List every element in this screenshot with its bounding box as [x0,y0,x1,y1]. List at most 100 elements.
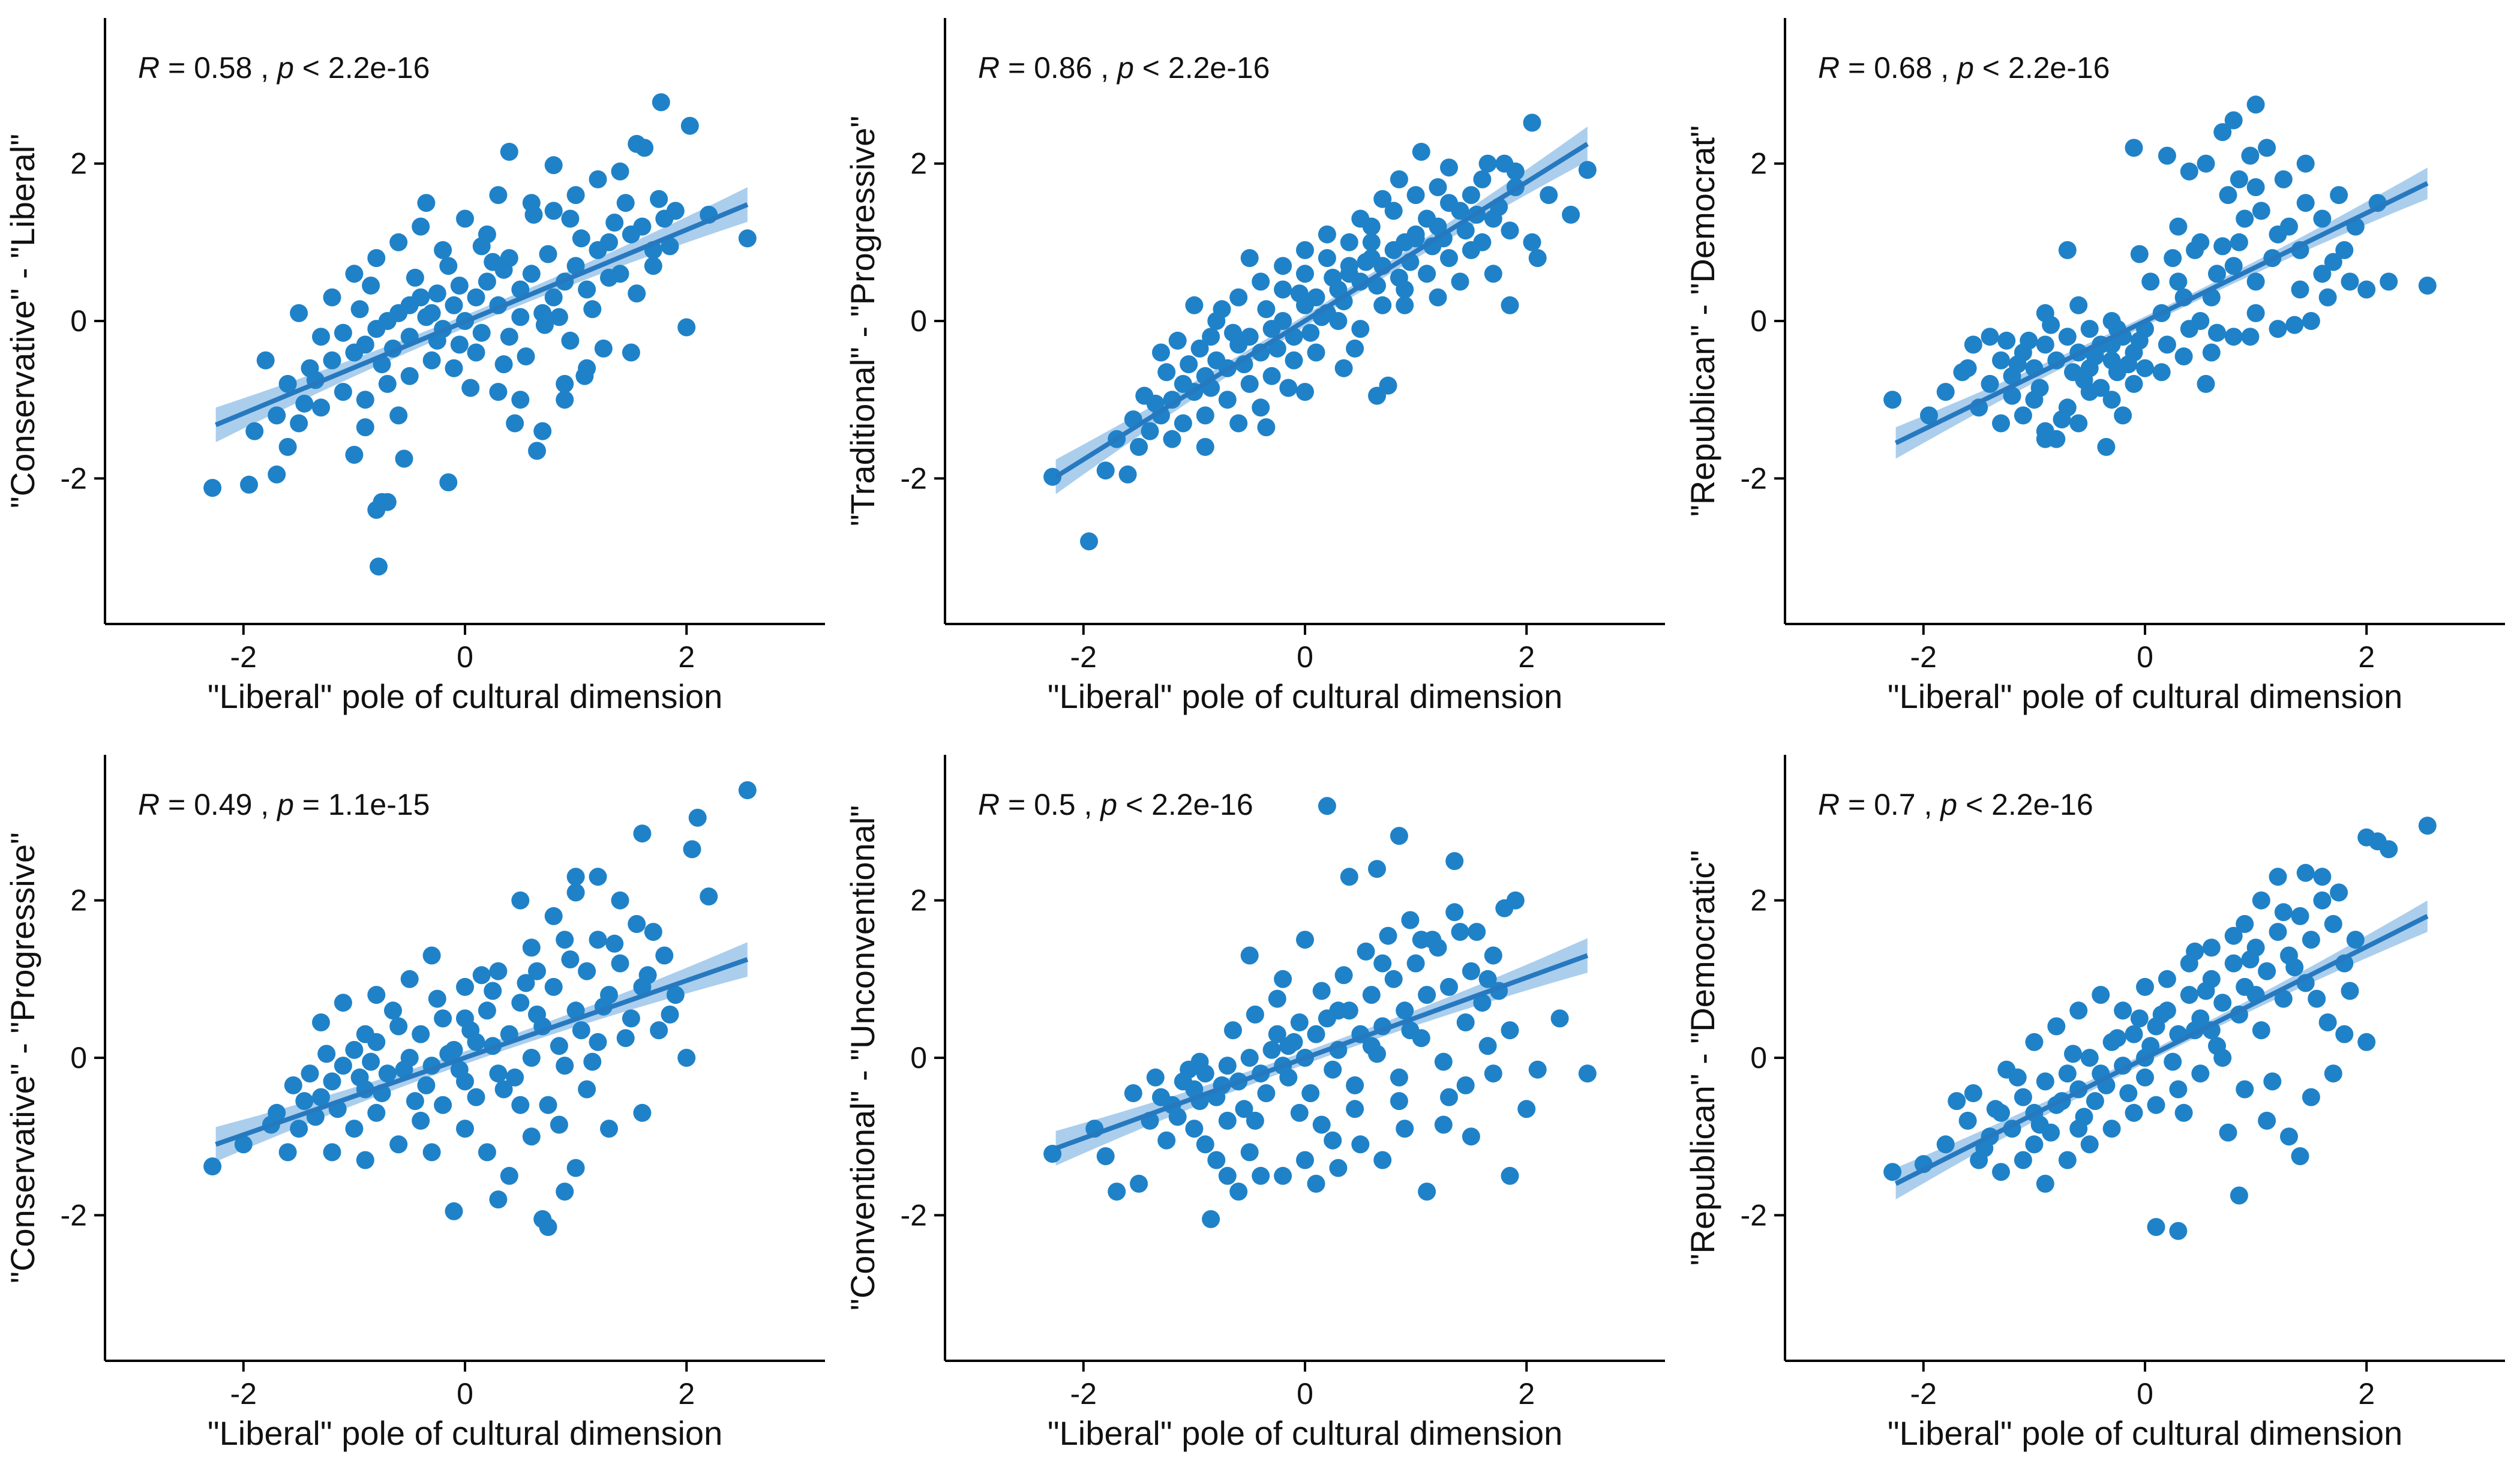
data-point [2174,1103,2193,1122]
data-point [1130,437,1148,456]
data-point [2058,1151,2077,1169]
data-point [650,190,668,208]
data-point [2263,1072,2282,1091]
data-point [2302,1088,2320,1106]
data-point [1462,1127,1480,1146]
data-point [1168,1108,1187,1126]
data-point [2102,1120,2121,1138]
data-point [2341,272,2359,291]
data-point [1429,288,1447,307]
data-point [1318,249,1336,268]
data-point [384,1001,402,1020]
data-point [2241,146,2260,165]
data-point [489,1064,508,1083]
data-point [2213,237,2232,256]
data-point [356,335,374,354]
data-point [428,989,446,1008]
stat-annotation: R = 0.49 , p = 1.1e-15 [138,788,430,821]
data-point [2280,1127,2298,1146]
data-point [2296,863,2315,882]
data-point [2380,840,2398,859]
y-tick-label: 2 [1750,884,1767,917]
data-point [1290,1013,1309,1031]
data-point [522,1127,541,1146]
data-point [472,966,491,985]
data-point [2164,1052,2182,1071]
data-point [1953,363,1972,382]
y-tick-label: -2 [901,1198,927,1232]
data-point [362,277,380,295]
data-point [1318,797,1336,815]
data-point [1157,363,1176,382]
data-point [650,1021,668,1040]
data-point [544,156,563,175]
data-point [2313,209,2332,228]
scatter-panel-4: -2 0 2-202"Liberal" pole of cultural dimen… [4,755,825,1452]
data-point [312,328,330,346]
data-point [1218,1057,1237,1075]
data-point [472,237,491,256]
data-point [2025,1135,2044,1154]
data-point [2313,891,2332,910]
x-tick-label: 2 [678,640,695,674]
data-point [2169,1222,2188,1240]
data-point [422,1143,441,1162]
data-point [1501,1021,1519,1040]
data-point [1262,1040,1281,1059]
data-point [666,202,685,220]
stat-annotation: R = 0.68 , p < 2.2e-16 [1818,51,2110,85]
data-point [1506,891,1525,910]
data-point [1468,923,1486,941]
data-point [2224,257,2243,275]
data-point [1440,249,1458,268]
data-point [1523,113,1541,132]
data-point [1043,467,1062,486]
data-point [2219,186,2237,205]
data-point [1196,406,1214,425]
data-point [467,288,485,307]
data-point [661,1005,679,1024]
y-tick-label: -2 [61,461,87,495]
regression-line [1055,953,1589,1151]
data-point [1274,970,1292,988]
data-point [278,374,297,393]
data-point [1174,414,1192,433]
regression-line [215,957,749,1147]
data-point [1434,1115,1453,1134]
data-point [1080,532,1098,551]
data-point [489,962,508,980]
data-point [489,383,508,401]
data-point [1373,954,1392,973]
data-point [1473,233,1492,251]
data-point [350,300,369,319]
data-point [2224,328,2243,346]
data-point [2197,154,2215,173]
data-point [2080,1049,2099,1067]
data-point [467,343,485,362]
data-point [2318,1013,2337,1031]
data-point [2291,907,2309,925]
data-point [1964,1084,1982,1102]
data-point [312,1013,330,1031]
data-point [556,1057,574,1075]
data-point [1484,946,1502,965]
data-point [522,938,541,957]
y-axis-label: "Republican" - "Democratic" [1684,850,1721,1266]
data-point [556,1183,574,1201]
data-point [1396,1120,1414,1138]
data-point [2197,982,2215,1000]
regression-line [1894,181,2429,445]
data-point [2102,391,2121,409]
data-point [583,1052,602,1071]
data-point [1523,233,1541,251]
data-point [1290,1103,1309,1122]
data-point [522,1049,541,1067]
data-point [2069,296,2088,314]
x-axis-label: "Liberal" pole of cultural dimension [1888,677,2402,715]
data-point [644,257,662,275]
data-point [450,335,469,354]
data-point [2119,1084,2138,1102]
data-point [583,300,602,319]
data-point [2069,1120,2088,1138]
data-point [2252,1021,2270,1040]
